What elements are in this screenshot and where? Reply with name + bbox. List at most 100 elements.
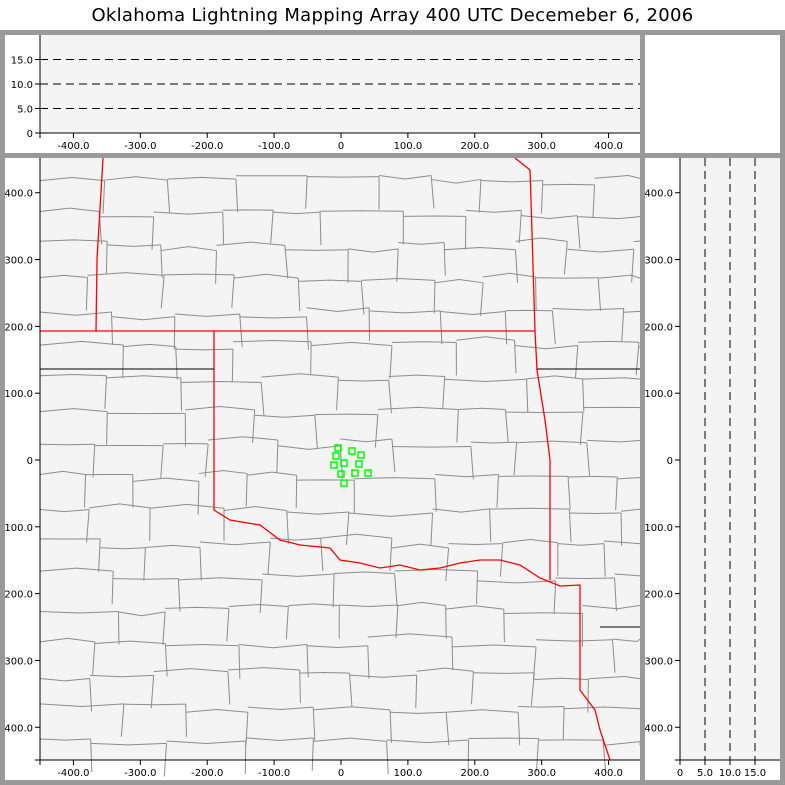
county-line [160, 275, 165, 309]
county-line [39, 408, 108, 413]
county-line [620, 512, 623, 546]
county-line [391, 446, 471, 448]
y-tick-label: 200.0 [645, 322, 673, 333]
county-line [478, 179, 482, 213]
x-tick-label: 0 [338, 768, 344, 779]
county-line [569, 512, 622, 515]
county-line [515, 249, 519, 283]
county-line [167, 176, 236, 180]
county-line [579, 412, 584, 446]
county-line [89, 674, 154, 678]
x-tick-label: 100.0 [394, 141, 423, 152]
county-line [415, 675, 418, 709]
altitude-east-west-plot: -400.0 -300.0 -200.0 -100.0 0 100.0 200.0 300.0… [11, 35, 640, 152]
county-line [185, 704, 188, 738]
county-line [521, 215, 578, 220]
county-line [313, 737, 387, 742]
x-tick-label: -400.0 [57, 768, 89, 779]
county-line [557, 543, 605, 546]
county-line [166, 740, 246, 744]
county-line [39, 703, 124, 707]
county-line [39, 637, 95, 643]
county-line [592, 184, 596, 218]
y-tick-label: 0 [667, 456, 673, 467]
county-line [348, 248, 399, 253]
county-line [39, 470, 86, 475]
county-line [349, 674, 417, 678]
county-line [445, 547, 450, 582]
county-line [284, 245, 289, 279]
county-line [518, 705, 565, 708]
county-line [39, 340, 124, 346]
county-line [394, 569, 478, 572]
lightning-source-marker [364, 469, 372, 477]
county-lines [39, 175, 700, 779]
y-tick-label: -300.0 [645, 656, 673, 667]
county-line [576, 215, 581, 249]
x-tick-label: 5.0 [697, 768, 713, 779]
x-tick-label: 0 [338, 141, 344, 152]
lightning-source-marker [337, 470, 345, 478]
county-line [222, 212, 225, 246]
y-tick-label: 300.0 [5, 256, 33, 267]
county-line [162, 611, 166, 645]
county-line [389, 709, 392, 743]
county-line [587, 679, 589, 713]
county-line [102, 180, 106, 214]
county-line [260, 382, 265, 416]
county-line [395, 605, 399, 639]
county-line [439, 310, 443, 344]
county-line [298, 279, 362, 282]
county-line [503, 612, 583, 615]
state-border [95, 157, 104, 332]
county-line [526, 375, 583, 380]
lightning-source-marker [332, 452, 340, 460]
lightning-source-marker [348, 447, 356, 455]
county-line [100, 547, 146, 550]
county-line [480, 282, 484, 316]
county-line [345, 511, 350, 546]
county-line [361, 278, 436, 281]
county-line [446, 709, 519, 713]
county-line [106, 411, 108, 445]
county-line [259, 579, 263, 613]
county-line [299, 670, 301, 704]
county-line [489, 508, 492, 542]
county-line [306, 307, 370, 313]
county-line [480, 180, 543, 183]
y-tick-label: 300.0 [645, 256, 673, 267]
county-line [434, 478, 437, 512]
county-line [149, 503, 225, 509]
county-line [430, 175, 435, 209]
county-line [305, 175, 308, 209]
county-line [39, 610, 119, 614]
county-line [574, 345, 579, 379]
county-line [588, 675, 641, 680]
county-line [238, 644, 307, 649]
county-line [117, 611, 120, 645]
county-line [465, 209, 522, 213]
county-line [594, 175, 641, 179]
county-line [314, 415, 318, 449]
county-line [92, 444, 96, 478]
top-panel: -400.0 -300.0 -200.0 -100.0 0 100.0 200.0 300.0… [5, 35, 640, 153]
y-tick-label: 400.0 [5, 189, 33, 200]
county-line [503, 609, 505, 643]
county-line [247, 706, 314, 711]
county-line [577, 216, 641, 220]
county-line [515, 237, 568, 242]
y-tick-label: -400.0 [645, 723, 673, 734]
county-line [39, 443, 95, 446]
y-tick-label: 0 [27, 456, 33, 467]
county-line [577, 340, 640, 343]
x-tick-label: 15.0 [744, 768, 766, 779]
county-line [367, 633, 453, 638]
county-line [535, 277, 537, 311]
county-line [504, 409, 509, 443]
lightning-source-marker [334, 444, 342, 452]
y-tick-label: 200.0 [5, 322, 33, 333]
county-line [563, 241, 568, 275]
county-line [631, 249, 635, 283]
county-line [254, 414, 315, 418]
county-line [336, 377, 339, 411]
